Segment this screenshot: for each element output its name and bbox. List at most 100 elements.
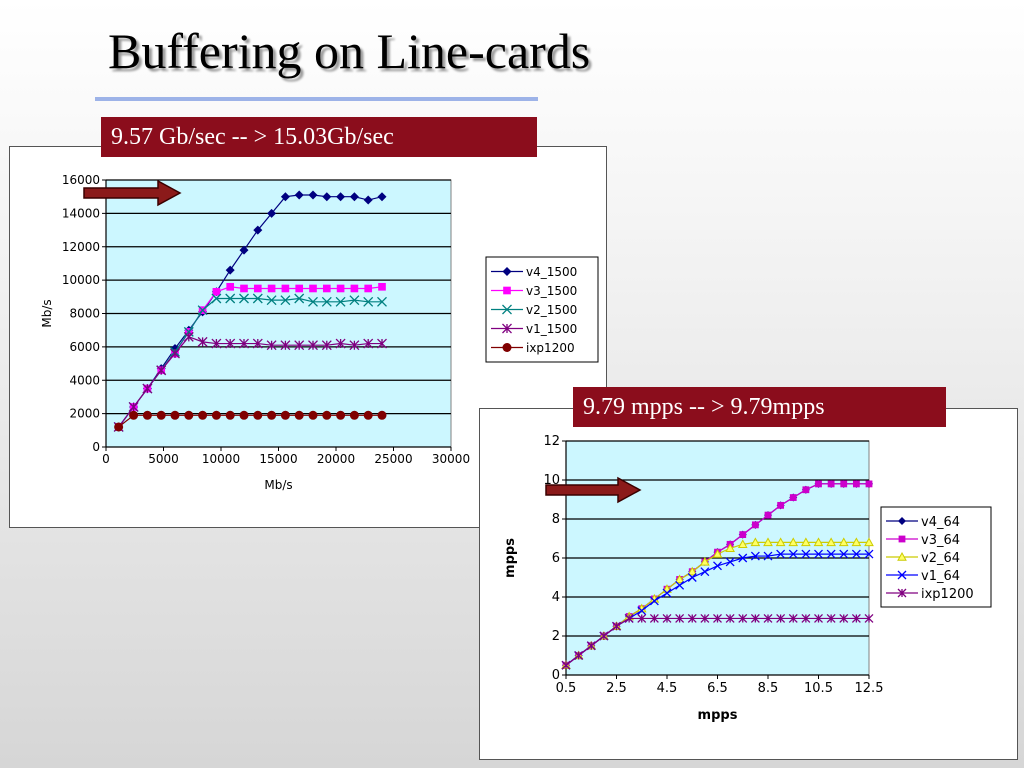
data-point — [363, 338, 374, 349]
data-point — [827, 480, 835, 488]
data-point — [336, 410, 346, 420]
data-point — [801, 537, 811, 547]
data-point — [335, 338, 346, 349]
y-tick-label: 2 — [552, 629, 560, 644]
data-point — [839, 549, 849, 559]
data-point — [266, 295, 277, 306]
y-tick-label: 12000 — [62, 240, 100, 254]
chart-panel-throughput: 0 2000 4000 6000 8000 10000 12000 14000 16000 0 50… — [9, 146, 607, 528]
data-point — [788, 549, 798, 559]
data-point — [738, 553, 748, 563]
data-point — [377, 410, 387, 420]
y-tick-label: 2000 — [69, 407, 100, 421]
data-point — [777, 501, 785, 509]
y-tick-label: 4000 — [69, 373, 100, 387]
packet-rate-callout: 9.79 mpps -- > 9.79mpps — [573, 387, 946, 427]
data-point — [308, 190, 318, 200]
legend-swatch-marker — [503, 286, 511, 295]
data-point — [378, 282, 386, 291]
y-tick-label: 0 — [92, 440, 100, 454]
data-point — [725, 557, 735, 567]
data-point — [815, 480, 822, 488]
data-point — [280, 192, 290, 202]
data-point — [864, 613, 874, 623]
data-point — [687, 573, 697, 582]
data-point — [763, 551, 773, 561]
x-tick-label: 20000 — [317, 452, 355, 466]
data-point — [294, 340, 305, 351]
data-point — [700, 556, 710, 566]
data-point — [197, 336, 208, 347]
data-point — [266, 340, 277, 351]
legend-swatch-marker — [502, 323, 512, 334]
data-point — [363, 296, 374, 307]
data-point — [156, 410, 166, 420]
data-point — [128, 401, 139, 412]
data-point — [281, 284, 290, 293]
data-point — [624, 613, 634, 623]
y-tick-label: 6 — [552, 551, 560, 566]
data-point — [280, 410, 290, 420]
data-point — [751, 521, 759, 529]
data-point — [864, 537, 874, 547]
legend: v4_64 v3_64 v2_64 v1_64 ixp1200 — [880, 506, 992, 608]
data-point — [211, 410, 221, 420]
data-point — [788, 537, 799, 547]
legend-label: ixp1200 — [526, 341, 575, 355]
data-point — [839, 613, 849, 623]
x-tick-label: 5000 — [148, 452, 179, 466]
data-point — [240, 284, 248, 293]
data-point — [826, 537, 836, 547]
legend-label: v1_64 — [921, 569, 960, 584]
data-point — [789, 494, 797, 501]
legend-label: v4_64 — [921, 515, 960, 530]
y-tick-label: 10 — [543, 473, 560, 488]
data-point — [814, 613, 823, 623]
data-point — [840, 480, 848, 488]
data-point — [253, 410, 263, 420]
data-point — [349, 340, 360, 351]
x-tick-label: 8.5 — [758, 681, 779, 696]
data-point — [197, 305, 208, 316]
data-point — [737, 539, 748, 549]
series-ixp1200 — [114, 410, 387, 432]
data-point — [700, 567, 710, 577]
legend-label: v2_64 — [921, 551, 960, 566]
data-point — [280, 295, 291, 306]
data-point — [211, 338, 222, 349]
data-point — [226, 282, 235, 291]
x-tick-label: 25000 — [374, 452, 412, 466]
x-tick-label: 4.5 — [657, 681, 678, 696]
data-point — [253, 225, 263, 235]
data-point — [349, 192, 359, 202]
data-point — [212, 287, 221, 296]
x-tick-label: 12.5 — [855, 681, 884, 696]
legend-label: v1_1500 — [526, 322, 577, 336]
data-point — [586, 641, 596, 651]
data-point — [267, 284, 276, 293]
legend-swatch-marker — [898, 517, 906, 525]
x-tick-label: 10000 — [202, 452, 240, 466]
data-point — [308, 410, 318, 420]
data-point — [599, 631, 609, 641]
chart-panel-packet-rate: 0 2 4 6 8 10 12 0.5 2.5 4.5 6.5 8.5 10.5 12.5 mpps mpps… — [479, 408, 1018, 760]
x-tick-label: 2.5 — [606, 681, 627, 696]
y-tick-label: 6000 — [69, 340, 100, 354]
data-point — [851, 613, 861, 623]
data-point — [750, 537, 761, 547]
data-point — [142, 383, 153, 394]
throughput-chart: 0 2000 4000 6000 8000 10000 12000 14000 16000 0 50… — [40, 173, 599, 492]
data-point — [322, 192, 332, 202]
data-point — [814, 549, 823, 559]
legend-label: v3_1500 — [526, 284, 577, 298]
data-point — [802, 486, 810, 494]
data-point — [129, 410, 139, 420]
data-point — [851, 537, 862, 547]
y-tick-label: 4 — [552, 590, 560, 605]
y-tick-label: 10000 — [62, 273, 100, 287]
data-point — [252, 293, 263, 304]
data-point — [738, 613, 748, 623]
data-point — [225, 338, 236, 349]
data-point — [662, 588, 672, 598]
data-point — [852, 480, 860, 488]
